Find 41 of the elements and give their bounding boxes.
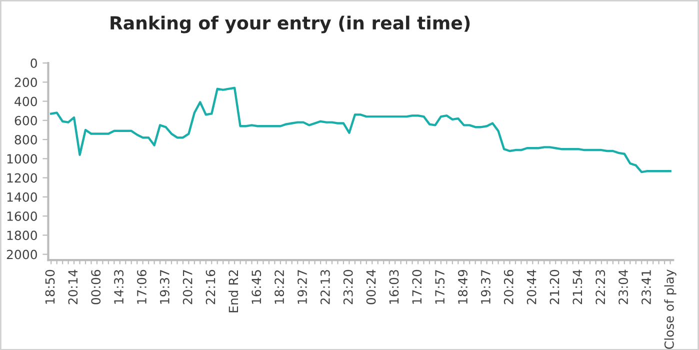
x-tick-label: 17:57: [435, 270, 445, 304]
x-tick-label: 22:13: [320, 270, 330, 304]
x-tick-label: 23:04: [618, 270, 628, 304]
x-tick-label: 00:06: [91, 270, 101, 304]
x-tick-label: 20:27: [182, 270, 192, 304]
y-tick-label: 0: [30, 58, 37, 68]
x-tick-label: 20:44: [526, 270, 536, 304]
y-tick-label: 800: [14, 134, 37, 144]
x-tick-label: 22:16: [206, 270, 216, 304]
y-tick-label: 400: [14, 96, 37, 106]
chart-title: Ranking of your entry (in real time): [110, 16, 470, 34]
x-tick-label: 23:20: [343, 270, 353, 304]
x-tick-label: 18:49: [458, 270, 468, 304]
x-tick-label: 14:33: [114, 270, 124, 304]
y-tick-label: 200: [14, 78, 37, 88]
x-tick-label: 20:26: [504, 270, 514, 304]
x-tick-label: 21:20: [550, 270, 560, 304]
y-tick-label: 1800: [7, 230, 37, 240]
x-tick-label: 19:27: [298, 270, 307, 304]
x-tick-label: 00:24: [366, 270, 376, 304]
y-tick-label: 1200: [7, 173, 37, 183]
x-tick-label: 23:41: [642, 270, 651, 304]
x-tick-label: 16:45: [252, 270, 262, 304]
y-tick-label: 600: [14, 116, 37, 126]
y-tick-label: 1400: [7, 192, 37, 202]
x-tick-label: End R2: [228, 270, 238, 312]
x-tick-label: 22:23: [596, 270, 606, 304]
line-series: [50, 86, 672, 174]
y-tick-label: 2000: [6, 250, 37, 260]
y-tick-label: 1000: [7, 154, 37, 164]
x-tick-label: 18:22: [274, 270, 284, 304]
x-tick-label: 19:37: [160, 270, 170, 304]
y-tick-label: 1600: [7, 212, 37, 221]
x-tick-label: 19:37: [480, 270, 490, 304]
x-tick-label: 18:50: [45, 270, 55, 304]
x-tick-label: 20:14: [68, 270, 78, 304]
x-tick-label: 21:54: [572, 270, 582, 304]
x-tick-label: 17:20: [412, 270, 422, 304]
x-tick-label: Close of play: [664, 269, 676, 349]
x-tick-label: 17:06: [137, 270, 146, 304]
x-tick-label: 16:03: [389, 270, 399, 304]
